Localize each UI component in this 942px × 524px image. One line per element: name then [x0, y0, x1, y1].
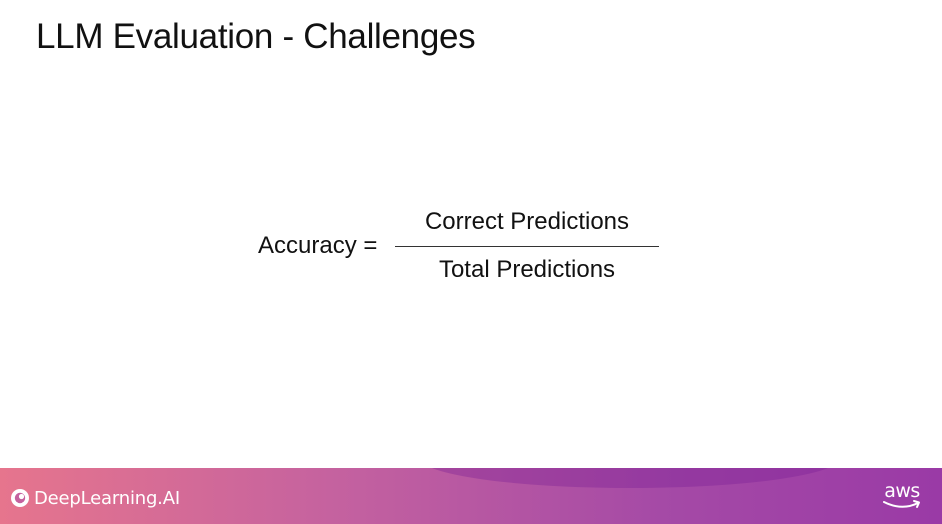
aws-wordmark: aws: [884, 480, 920, 502]
slide-title: LLM Evaluation - Challenges: [36, 17, 476, 56]
deeplearning-logo-icon: [11, 489, 29, 507]
deeplearning-brand: DeepLearning.AI: [10, 487, 180, 509]
accuracy-formula: Accuracy = Correct Predictions Total Pre…: [258, 204, 678, 294]
formula-denominator: Total Predictions: [438, 256, 616, 283]
aws-smile-icon: [883, 500, 920, 508]
fraction-bar: [395, 246, 659, 247]
brand-name: DeepLearning.AI: [34, 487, 180, 509]
footer-bar: DeepLearning.AI aws: [0, 468, 942, 524]
aws-logo: aws: [880, 480, 924, 512]
formula-numerator: Correct Predictions: [424, 208, 630, 235]
formula-lhs: Accuracy =: [258, 232, 378, 259]
footer-glow: [420, 468, 840, 488]
